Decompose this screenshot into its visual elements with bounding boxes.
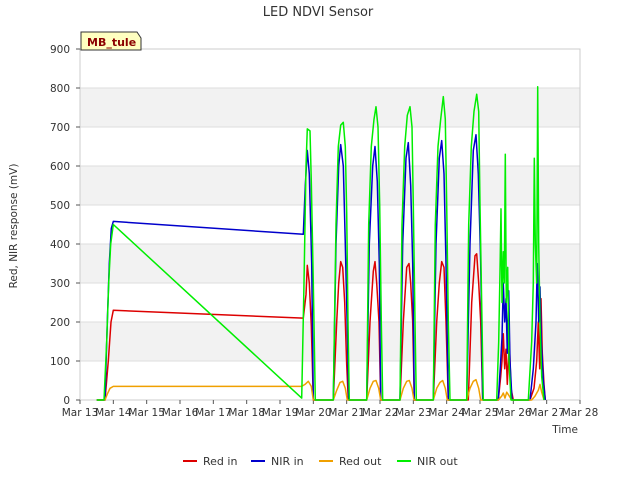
y-tick-label: 700: [50, 122, 70, 134]
legend: Red in NIR in Red out NIR out: [183, 455, 458, 468]
y-tick-label: 500: [50, 200, 70, 212]
legend-label: NIR in: [271, 455, 304, 468]
legend-label: Red out: [339, 455, 382, 468]
x-tick-label: Mar 26: [495, 407, 532, 419]
x-tick-label: Mar 25: [462, 407, 499, 419]
grid-band: [80, 322, 580, 361]
badge-shape: [80, 31, 142, 51]
x-tick-label: Mar 16: [162, 407, 199, 419]
x-tick-label: Mar 13: [62, 407, 99, 419]
series-line-red-out: [96, 378, 545, 401]
series-lines: [96, 86, 547, 401]
x-tick-label: Mar 23: [395, 407, 432, 419]
x-tick-label: Mar 15: [128, 407, 165, 419]
x-tick-label: Mar 18: [228, 407, 265, 419]
x-tick-label: Mar 24: [428, 407, 465, 419]
x-tick-label: Mar 28: [562, 407, 599, 419]
x-tick-label: Mar 14: [95, 407, 132, 419]
y-tick-label: 200: [50, 317, 70, 329]
y-tick-label: 600: [50, 161, 70, 173]
legend-item-nir-in: NIR in: [251, 455, 304, 468]
y-tick-label: 100: [50, 356, 70, 368]
legend-item-nir-out: NIR out: [397, 455, 458, 468]
legend-item-red-out: Red out: [319, 455, 382, 468]
y-axis-ticks: 0 100 200 300 400 500 600 700 800 900: [50, 44, 80, 407]
station-badge: MB_tule: [80, 31, 142, 51]
x-tick-label: Mar 17: [195, 407, 232, 419]
y-tick-label: 900: [50, 44, 70, 56]
y-tick-label: 800: [50, 83, 70, 95]
x-tick-label: Mar 22: [362, 407, 399, 419]
y-tick-label: 0: [63, 395, 70, 407]
y-axis-label: Red, NIR response (mV): [8, 164, 20, 289]
x-tick-label: Mar 27: [528, 407, 565, 419]
legend-item-red-in: Red in: [183, 455, 237, 468]
x-tick-label: Mar 19: [262, 407, 299, 419]
chart-title: LED NDVI Sensor: [263, 5, 374, 20]
grid-band: [80, 88, 580, 127]
grid-band: [80, 166, 580, 205]
legend-label: NIR out: [417, 455, 458, 468]
y-tick-label: 400: [50, 239, 70, 251]
x-axis-label: Time: [551, 424, 578, 436]
y-tick-label: 300: [50, 278, 70, 290]
legend-label: Red in: [203, 455, 237, 468]
x-tick-label: Mar 20: [295, 407, 332, 419]
series-line-nir-out: [96, 86, 545, 401]
x-tick-label: Mar 21: [328, 407, 365, 419]
badge-label: MB_tule: [87, 36, 136, 49]
grid-band: [80, 244, 580, 283]
